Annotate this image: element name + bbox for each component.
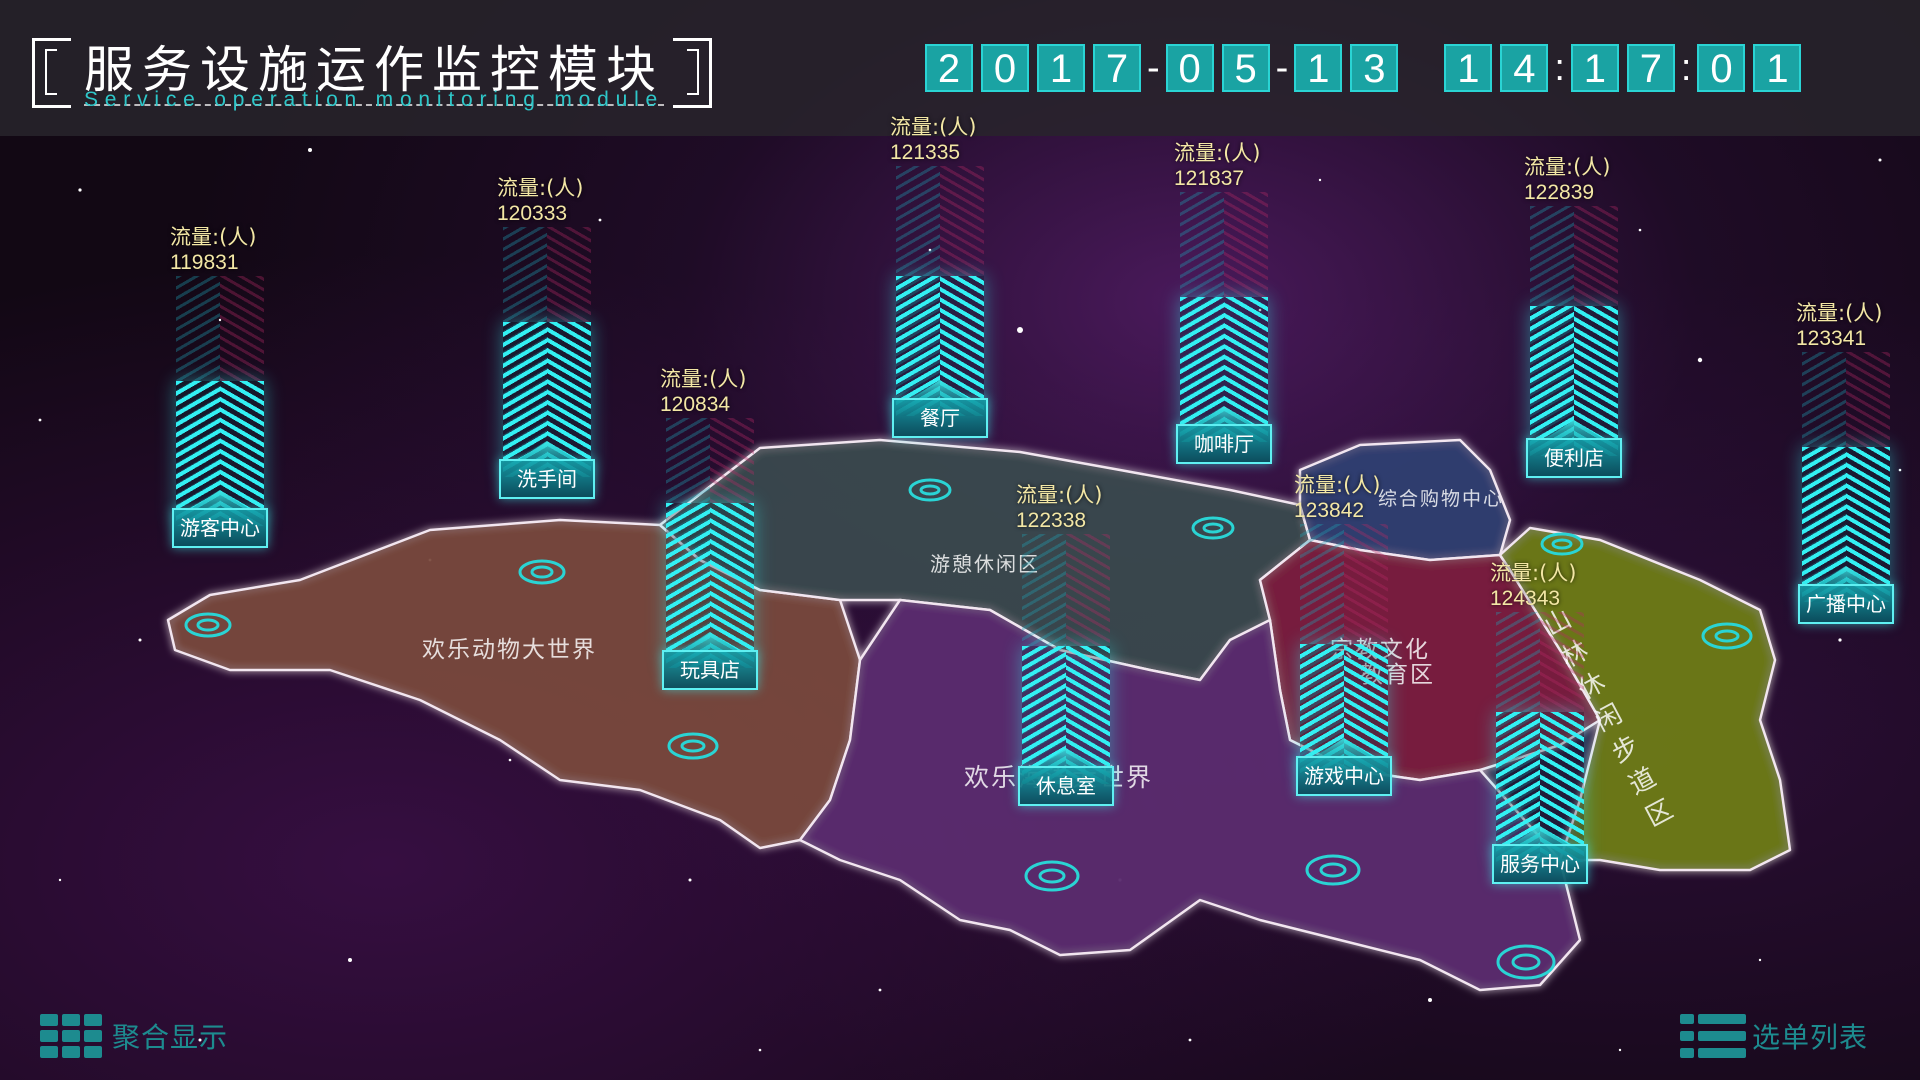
- flow-value: 121335: [890, 141, 961, 164]
- flow-bar: 游戏中心: [1296, 524, 1392, 796]
- location-marker-icon: [667, 732, 719, 760]
- flow-value: 122839: [1524, 181, 1595, 204]
- flow-bar: 游客中心: [172, 276, 268, 548]
- facility-tower[interactable]: 流量:(人) 122338 休息室: [1016, 482, 1126, 806]
- aggregate-display-button[interactable]: 聚合显示: [40, 1014, 228, 1058]
- facility-tower[interactable]: 流量:(人) 121837 咖啡厅: [1174, 140, 1284, 464]
- location-marker-icon: [908, 478, 952, 502]
- time-digit: 1: [1753, 44, 1802, 92]
- location-marker-icon: [1024, 860, 1080, 892]
- facility-name-plate[interactable]: 游客中心: [172, 508, 268, 548]
- flow-bar: 餐厅: [892, 166, 988, 438]
- date-digit: 2: [925, 44, 973, 92]
- flow-bar: 洗手间: [499, 227, 595, 499]
- region-forest[interactable]: [1498, 526, 1792, 872]
- grid-icon: [40, 1014, 102, 1058]
- time-digit: 1: [1444, 44, 1493, 92]
- flow-bar: 咖啡厅: [1176, 192, 1272, 464]
- location-marker-icon: [1191, 516, 1235, 540]
- date-separator: -: [1147, 46, 1160, 89]
- time-digit: 7: [1626, 44, 1675, 92]
- location-marker-icon: [1496, 944, 1556, 980]
- region-label-leisure: 游憩休闲区: [930, 552, 1040, 576]
- facility-tower[interactable]: 流量:(人) 123341 广播中心: [1796, 300, 1906, 624]
- facility-name-plate[interactable]: 洗手间: [499, 459, 595, 499]
- flow-label: 流量:(人): [1490, 561, 1577, 585]
- flow-label: 流量:(人): [170, 225, 257, 249]
- flow-bar: 便利店: [1526, 206, 1622, 478]
- date-separator: -: [1275, 46, 1289, 89]
- time-digit: 4: [1500, 44, 1549, 92]
- module-title: 服务设施运作监控模块 Service operation monitoring …: [32, 30, 712, 111]
- location-marker-icon: [1305, 854, 1361, 886]
- facility-tower[interactable]: 流量:(人) 119831 游客中心: [170, 224, 280, 548]
- flow-label: 流量:(人): [660, 367, 747, 391]
- flow-label: 流量:(人): [1524, 155, 1611, 179]
- time-separator: :: [1680, 46, 1692, 89]
- title-left-bracket: [32, 38, 71, 108]
- flow-label: 流量:(人): [497, 176, 584, 200]
- facility-name-plate[interactable]: 玩具店: [662, 650, 758, 690]
- flow-value: 124343: [1490, 587, 1561, 610]
- facility-name-plate[interactable]: 游戏中心: [1296, 756, 1392, 796]
- region-label-animal-world: 欢乐动物大世界: [422, 637, 597, 663]
- facility-name-plate[interactable]: 休息室: [1018, 766, 1114, 806]
- facility-tower[interactable]: 流量:(人) 120834 玩具店: [660, 366, 770, 690]
- flow-bar: 玩具店: [662, 418, 758, 690]
- date-digit: 1: [1294, 44, 1343, 92]
- date-digit: 5: [1221, 44, 1270, 92]
- facility-name-plate[interactable]: 咖啡厅: [1176, 424, 1272, 464]
- date-digit: 0: [981, 44, 1029, 92]
- facility-name-plate[interactable]: 便利店: [1526, 438, 1622, 478]
- flow-label: 流量:(人): [1294, 473, 1381, 497]
- flow-label: 流量:(人): [1016, 483, 1103, 507]
- flow-value: 120333: [497, 202, 568, 225]
- flow-label: 流量:(人): [1174, 141, 1261, 165]
- flow-value: 121837: [1174, 167, 1245, 190]
- date-digit: 7: [1093, 44, 1141, 92]
- menu-list-button[interactable]: 选单列表: [1680, 1014, 1868, 1058]
- flow-value: 120834: [660, 393, 731, 416]
- facility-tower[interactable]: 流量:(人) 120333 洗手间: [497, 175, 607, 499]
- location-marker-icon: [518, 559, 566, 585]
- title-chinese: 服务设施运作监控模块: [84, 30, 664, 106]
- region-label-shopping: 综合购物中心: [1378, 488, 1505, 510]
- menu-list-label: 选单列表: [1752, 1021, 1869, 1054]
- facility-tower[interactable]: 流量:(人) 123842 游戏中心: [1294, 472, 1404, 796]
- title-english: Service operation monitoring module: [84, 88, 665, 111]
- list-icon: [1680, 1014, 1746, 1058]
- flow-bar: 服务中心: [1492, 612, 1588, 884]
- facility-tower[interactable]: 流量:(人) 124343 服务中心: [1490, 560, 1600, 884]
- datetime-display: 2 0 1 7 - 0 5 - 1 3 1 4 : 1 7 : 0 1: [925, 42, 1809, 94]
- flow-value: 123341: [1796, 327, 1867, 350]
- title-right-bracket: [673, 38, 712, 108]
- flow-bar: 休息室: [1018, 534, 1114, 806]
- location-marker-icon: [1540, 532, 1584, 556]
- time-digit: 1: [1570, 44, 1619, 92]
- facility-tower[interactable]: 流量:(人) 122839 便利店: [1524, 154, 1634, 478]
- flow-value: 119831: [170, 251, 239, 274]
- time-separator: :: [1554, 46, 1565, 89]
- time-digit: 0: [1697, 44, 1746, 92]
- date-digit: 0: [1165, 44, 1214, 92]
- aggregate-display-label: 聚合显示: [112, 1021, 229, 1054]
- date-digit: 3: [1350, 44, 1399, 92]
- location-markers: [184, 478, 1753, 980]
- location-marker-icon: [1701, 622, 1753, 650]
- flow-label: 流量:(人): [890, 115, 977, 139]
- date-digit: 1: [1037, 44, 1085, 92]
- flow-label: 流量:(人): [1796, 301, 1883, 325]
- facility-name-plate[interactable]: 广播中心: [1798, 584, 1894, 624]
- region-ocean-world[interactable]: [798, 598, 1582, 992]
- facility-name-plate[interactable]: 餐厅: [892, 398, 988, 438]
- facility-tower[interactable]: 流量:(人) 121335 餐厅: [890, 114, 1000, 438]
- top-header-bar: 服务设施运作监控模块 Service operation monitoring …: [0, 0, 1920, 136]
- flow-value: 122338: [1016, 509, 1087, 532]
- flow-bar: 广播中心: [1798, 352, 1894, 624]
- location-marker-icon: [184, 612, 232, 638]
- facility-name-plate[interactable]: 服务中心: [1492, 844, 1588, 884]
- flow-value: 123842: [1294, 499, 1365, 522]
